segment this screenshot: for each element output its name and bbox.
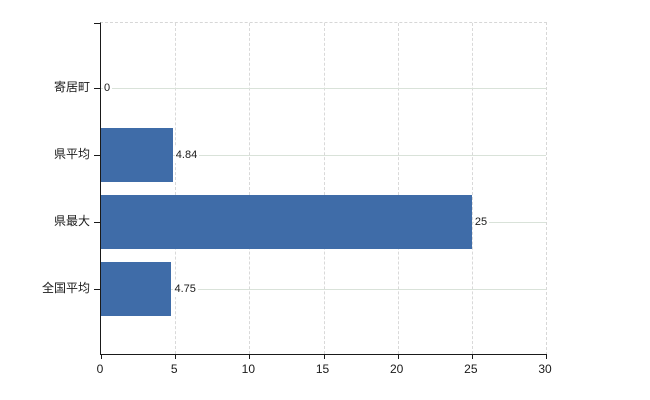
x-tick-label-2: 10 <box>241 362 255 376</box>
vertical-gridline <box>323 23 325 354</box>
value-label-1: 4.84 <box>174 147 200 163</box>
vertical-gridline <box>471 23 473 354</box>
x-axis-tick <box>101 354 102 359</box>
x-axis-tick <box>397 354 399 359</box>
bar-1 <box>101 128 173 182</box>
value-label-3: 4.75 <box>173 281 198 297</box>
x-axis-tick <box>175 354 177 359</box>
value-label-0: 0 <box>103 80 113 96</box>
plot-area: 0 4.84 25 4.75 <box>94 22 547 359</box>
y-axis-tick <box>94 155 100 156</box>
x-tick-label-0: 0 <box>96 362 104 376</box>
category-label-0: 寄居町 <box>53 80 90 94</box>
vertical-gridline <box>397 23 399 354</box>
x-axis-tick <box>546 354 547 359</box>
x-tick-label-4: 20 <box>389 362 404 376</box>
horizontal-gridline <box>101 155 546 156</box>
vertical-gridline <box>175 23 177 354</box>
category-label-3: 全国平均 <box>41 281 90 295</box>
value-label-2: 25 <box>473 214 490 230</box>
category-label-2: 県最大 <box>53 214 90 228</box>
x-axis-tick <box>249 354 251 359</box>
y-axis-tick <box>94 289 100 290</box>
bar-3 <box>101 262 172 316</box>
x-axis-tick <box>471 354 473 359</box>
x-axis-tick <box>323 354 325 359</box>
y-axis-tick <box>94 88 100 89</box>
horizontal-gridline <box>101 88 546 89</box>
x-tick-label-3: 15 <box>315 362 330 376</box>
x-tick-label-6: 30 <box>538 362 552 376</box>
y-axis-tick <box>94 23 100 24</box>
horizontal-gridline <box>101 289 546 290</box>
category-label-1: 県平均 <box>53 147 90 161</box>
bar-2 <box>101 195 472 249</box>
vertical-gridline <box>249 23 251 354</box>
x-tick-label-1: 5 <box>170 362 178 376</box>
y-axis-tick <box>94 222 100 223</box>
x-tick-label-5: 25 <box>464 362 478 376</box>
